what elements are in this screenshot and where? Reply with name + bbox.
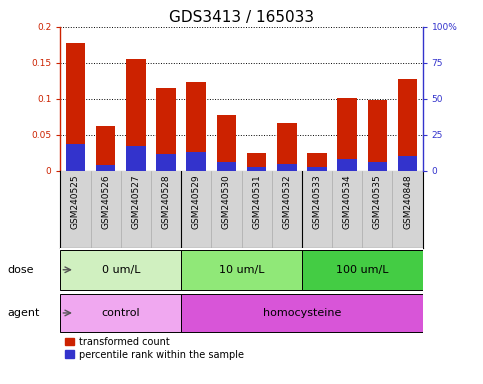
Text: GSM240535: GSM240535 [373,175,382,230]
Text: GSM240533: GSM240533 [313,175,322,230]
Bar [337,98,357,171]
Bar [247,153,267,171]
Bar [277,164,297,171]
Bar [186,82,206,171]
Bar [181,294,423,332]
Text: GSM240528: GSM240528 [161,175,170,229]
Bar [181,250,302,290]
Bar [307,167,327,171]
Text: GSM240531: GSM240531 [252,175,261,230]
Bar [216,162,236,171]
Text: 100 um/L: 100 um/L [336,265,388,275]
Bar [66,43,85,171]
Bar [60,250,181,290]
Bar [216,116,236,171]
Bar [156,88,176,171]
Bar [247,167,267,171]
Bar [96,126,115,171]
Bar [398,157,417,171]
Bar [126,146,146,171]
Text: 0 um/L: 0 um/L [101,265,140,275]
Bar [126,59,146,171]
Text: homocysteine: homocysteine [263,308,341,318]
Text: 10 um/L: 10 um/L [219,265,264,275]
Text: GSM240530: GSM240530 [222,175,231,230]
Text: GSM240532: GSM240532 [282,175,291,229]
Text: GSM240526: GSM240526 [101,175,110,229]
Bar [156,154,176,171]
Text: GSM240527: GSM240527 [131,175,141,229]
Bar [96,165,115,171]
Text: GSM240534: GSM240534 [342,175,352,229]
Bar [307,153,327,171]
Text: GSM240848: GSM240848 [403,175,412,229]
Text: GSM240529: GSM240529 [192,175,201,229]
Text: dose: dose [7,265,34,275]
Legend: transformed count, percentile rank within the sample: transformed count, percentile rank withi… [65,337,244,359]
Bar [337,159,357,171]
Bar [368,162,387,171]
Text: GSM240525: GSM240525 [71,175,80,229]
Bar [186,152,206,171]
Bar [398,79,417,171]
Bar [66,144,85,171]
Text: GDS3413 / 165033: GDS3413 / 165033 [169,10,314,25]
Text: control: control [101,308,140,318]
Text: agent: agent [7,308,40,318]
Bar [277,122,297,171]
Bar [302,250,423,290]
Bar [368,99,387,171]
Bar [60,294,181,332]
